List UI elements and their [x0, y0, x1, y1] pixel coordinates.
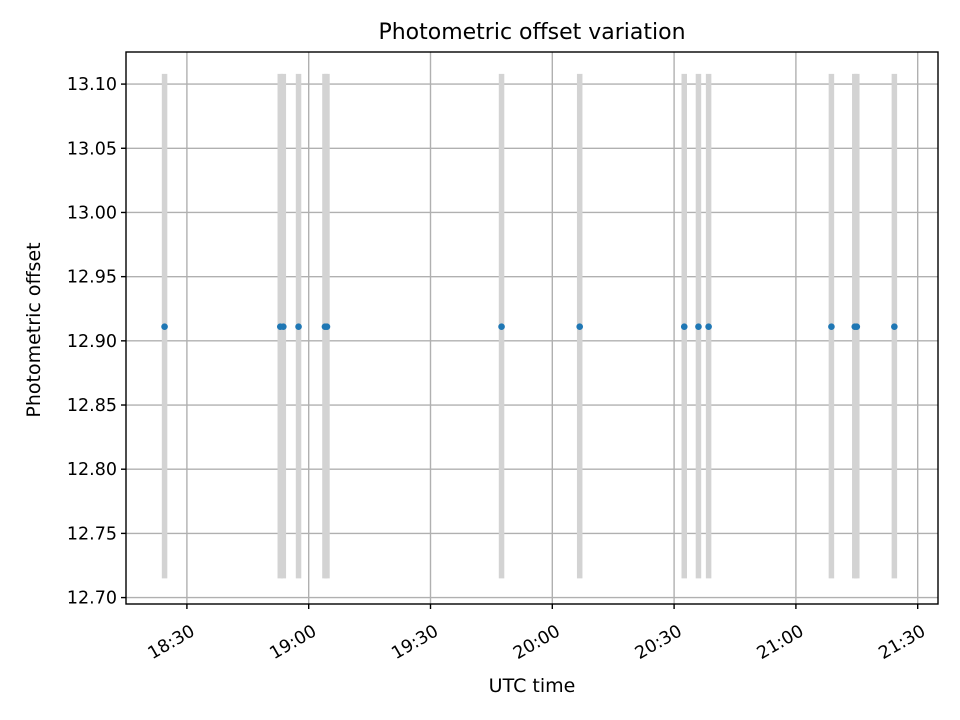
data-point	[854, 323, 861, 330]
y-tick-label: 12.70	[67, 589, 117, 609]
data-point	[498, 323, 505, 330]
data-point	[828, 323, 835, 330]
data-point	[295, 323, 302, 330]
error-bars	[165, 74, 895, 579]
x-tick-label: 21:30	[876, 621, 930, 664]
x-tick-label: 20:00	[510, 621, 564, 664]
y-tick-label: 12.90	[67, 332, 117, 352]
y-tick-label: 13.10	[67, 75, 117, 95]
x-tick-label: 21:00	[754, 621, 808, 664]
y-axis-label: Photometric offset	[23, 242, 45, 417]
grid-lines	[126, 52, 938, 604]
x-tick-label: 19:00	[267, 621, 321, 664]
data-point	[280, 323, 287, 330]
data-point	[695, 323, 702, 330]
y-tick-label: 12.95	[67, 268, 117, 288]
x-tick-label: 18:30	[145, 621, 199, 664]
y-tick-label: 12.85	[67, 396, 117, 416]
chart-title: Photometric offset variation	[378, 20, 685, 45]
data-point	[324, 323, 331, 330]
data-point	[576, 323, 583, 330]
chart: Photometric offset variation 12.7012.751…	[0, 0, 960, 720]
y-axis-ticks: 12.70 12.75 12.80 12.85 12.90 12.95 13.00 13.05…	[67, 75, 126, 608]
y-tick-label: 12.75	[67, 524, 117, 544]
y-tick-label: 12.80	[67, 460, 117, 480]
y-tick-label: 13.00	[67, 203, 117, 223]
data-point	[681, 323, 688, 330]
x-axis-ticks: 18:30 19:00 19:30 20:00 20:30 21:00 21:30	[145, 604, 929, 664]
data-point	[891, 323, 898, 330]
x-axis-label: UTC time	[489, 675, 576, 697]
x-tick-label: 19:30	[388, 621, 442, 664]
plot-frame	[126, 52, 938, 604]
data-point	[161, 323, 168, 330]
data-points	[161, 323, 897, 330]
y-tick-label: 13.05	[67, 139, 117, 159]
data-point	[705, 323, 712, 330]
x-tick-label: 20:30	[632, 621, 686, 664]
